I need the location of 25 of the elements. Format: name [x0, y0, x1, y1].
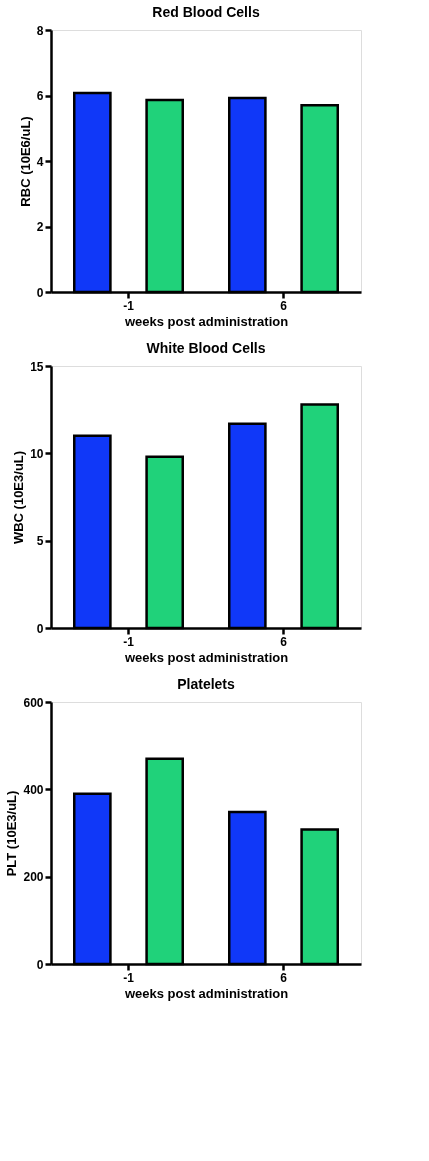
y-tick-label: 200	[23, 870, 44, 885]
y-axis-title: PLT (10E3/uL)	[4, 790, 20, 877]
x-axis-title: weeks post administration	[123, 985, 289, 1001]
x-tick-label: -1	[123, 298, 135, 313]
y-tick-label: 6	[36, 89, 44, 103]
y-tick-label: 5	[36, 534, 44, 549]
x-tick-label: -1	[123, 970, 135, 985]
y-tick-label: 10	[30, 446, 44, 461]
y-axis-title: WBC (10E3/uL)	[11, 450, 27, 545]
y-tick-label: 8	[36, 23, 44, 38]
y-tick-label: 0	[36, 957, 44, 972]
y-tick-label: 15	[30, 359, 44, 374]
chart-title: Red Blood Cells	[152, 4, 260, 20]
y-tick-label: 400	[23, 782, 44, 797]
y-axis-title: RBC (10E6/uL)	[17, 116, 33, 207]
y-tick-label: 0	[36, 621, 44, 636]
y-tick-label: 600	[23, 695, 44, 710]
x-axis-title: weeks post administration	[123, 649, 289, 665]
y-tick-label: 2	[36, 220, 44, 234]
x-axis-title: weeks post administration	[123, 313, 289, 329]
chart-title: Platelets	[177, 676, 235, 692]
chart-title: White Blood Cells	[146, 340, 266, 356]
y-tick-label: 4	[36, 154, 44, 169]
y-tick-label: 0	[36, 285, 44, 300]
x-tick-label: -1	[123, 634, 135, 649]
